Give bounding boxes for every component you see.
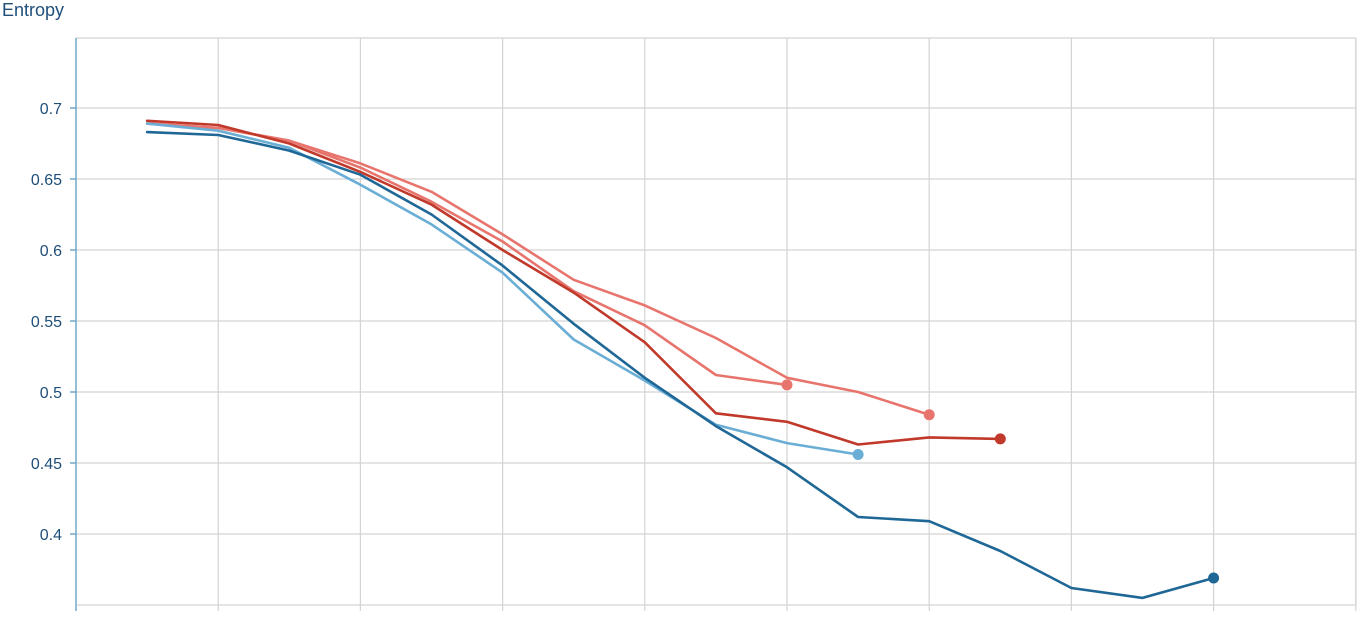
y-tick-label: 0.65: [31, 172, 62, 189]
chart-title: Entropy: [2, 0, 65, 20]
series-line-dark-red[interactable]: [145, 119, 1002, 446]
series-end-marker-dark-red[interactable]: [994, 433, 1006, 445]
series-end-marker-dark-blue[interactable]: [1208, 572, 1220, 584]
y-tick-label: 0.5: [40, 385, 62, 402]
y-tick-label: 0.55: [31, 314, 62, 331]
grid-layer: [76, 37, 1357, 605]
y-tick-label: 0.4: [40, 527, 62, 544]
series-line-light-blue[interactable]: [145, 122, 860, 456]
y-tick-label: 0.7: [40, 101, 62, 118]
series-line-dark-blue[interactable]: [145, 130, 1215, 600]
y-tick-label: 0.6: [40, 243, 62, 260]
axis-layer: [70, 38, 1357, 611]
series-end-marker-light-blue[interactable]: [852, 448, 864, 460]
series-layer: [145, 119, 1220, 600]
y-tick-label: 0.45: [31, 456, 62, 473]
series-end-marker-light-red-2[interactable]: [781, 379, 793, 391]
series-line-light-red[interactable]: [145, 122, 931, 417]
y-tick-labels: 0.4 0.45 0.5 0.55 0.6 0.65 0.7: [31, 101, 62, 544]
series-end-marker-light-red[interactable]: [923, 409, 935, 421]
series-line-light-red-2[interactable]: [145, 122, 789, 387]
